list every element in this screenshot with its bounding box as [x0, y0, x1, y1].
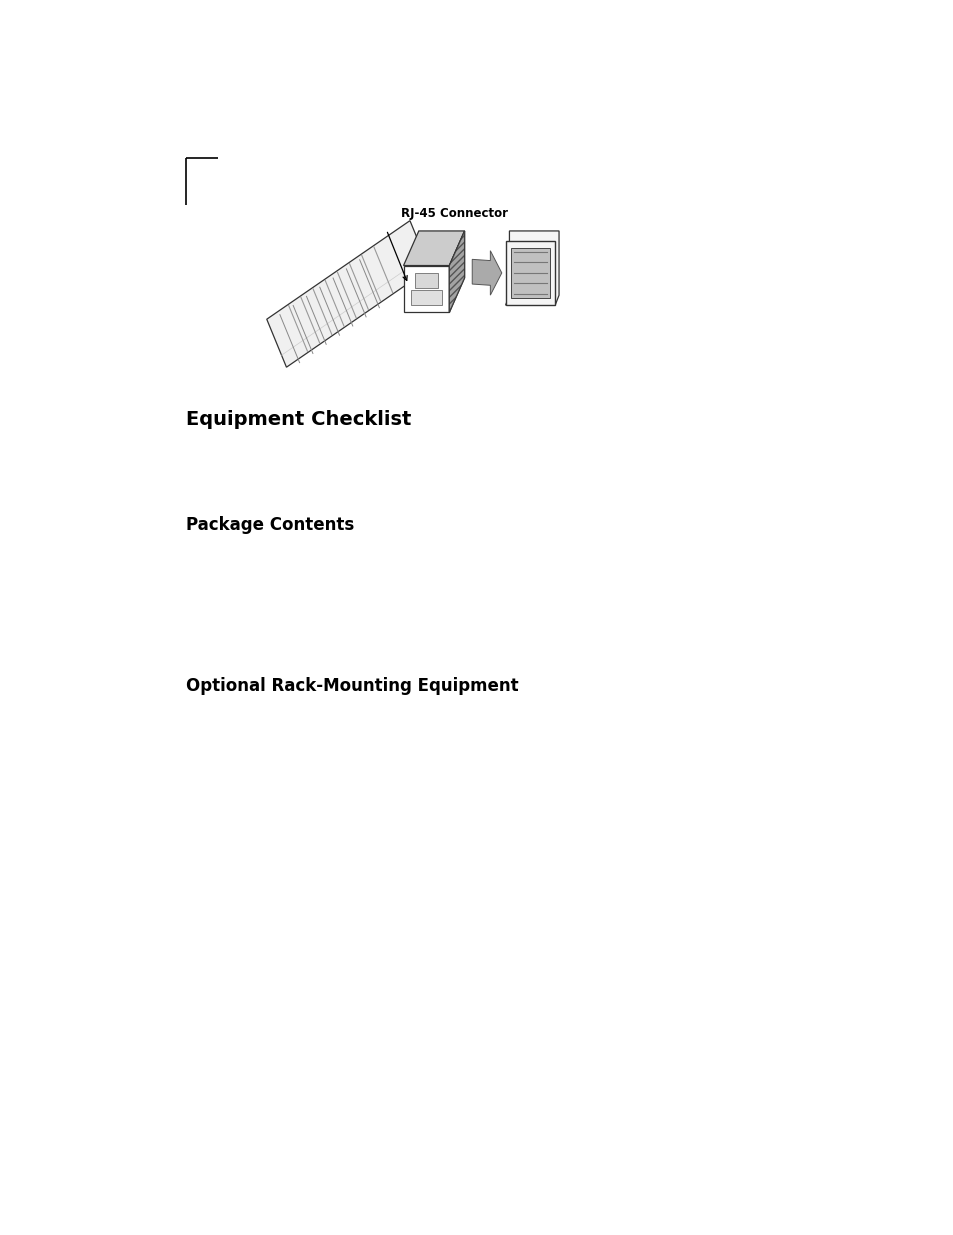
Text: RJ-45 Connector: RJ-45 Connector: [400, 206, 507, 220]
Polygon shape: [403, 266, 449, 312]
Polygon shape: [472, 251, 501, 295]
Polygon shape: [505, 231, 558, 305]
Polygon shape: [267, 221, 429, 367]
Polygon shape: [449, 231, 464, 312]
Polygon shape: [411, 290, 441, 305]
Text: Package Contents: Package Contents: [186, 516, 354, 535]
Text: Optional Rack-Mounting Equipment: Optional Rack-Mounting Equipment: [186, 677, 518, 695]
Polygon shape: [415, 273, 437, 288]
Polygon shape: [449, 231, 464, 312]
Text: Equipment Checklist: Equipment Checklist: [186, 410, 411, 429]
FancyBboxPatch shape: [511, 248, 549, 298]
Polygon shape: [403, 231, 464, 266]
FancyBboxPatch shape: [505, 241, 555, 305]
